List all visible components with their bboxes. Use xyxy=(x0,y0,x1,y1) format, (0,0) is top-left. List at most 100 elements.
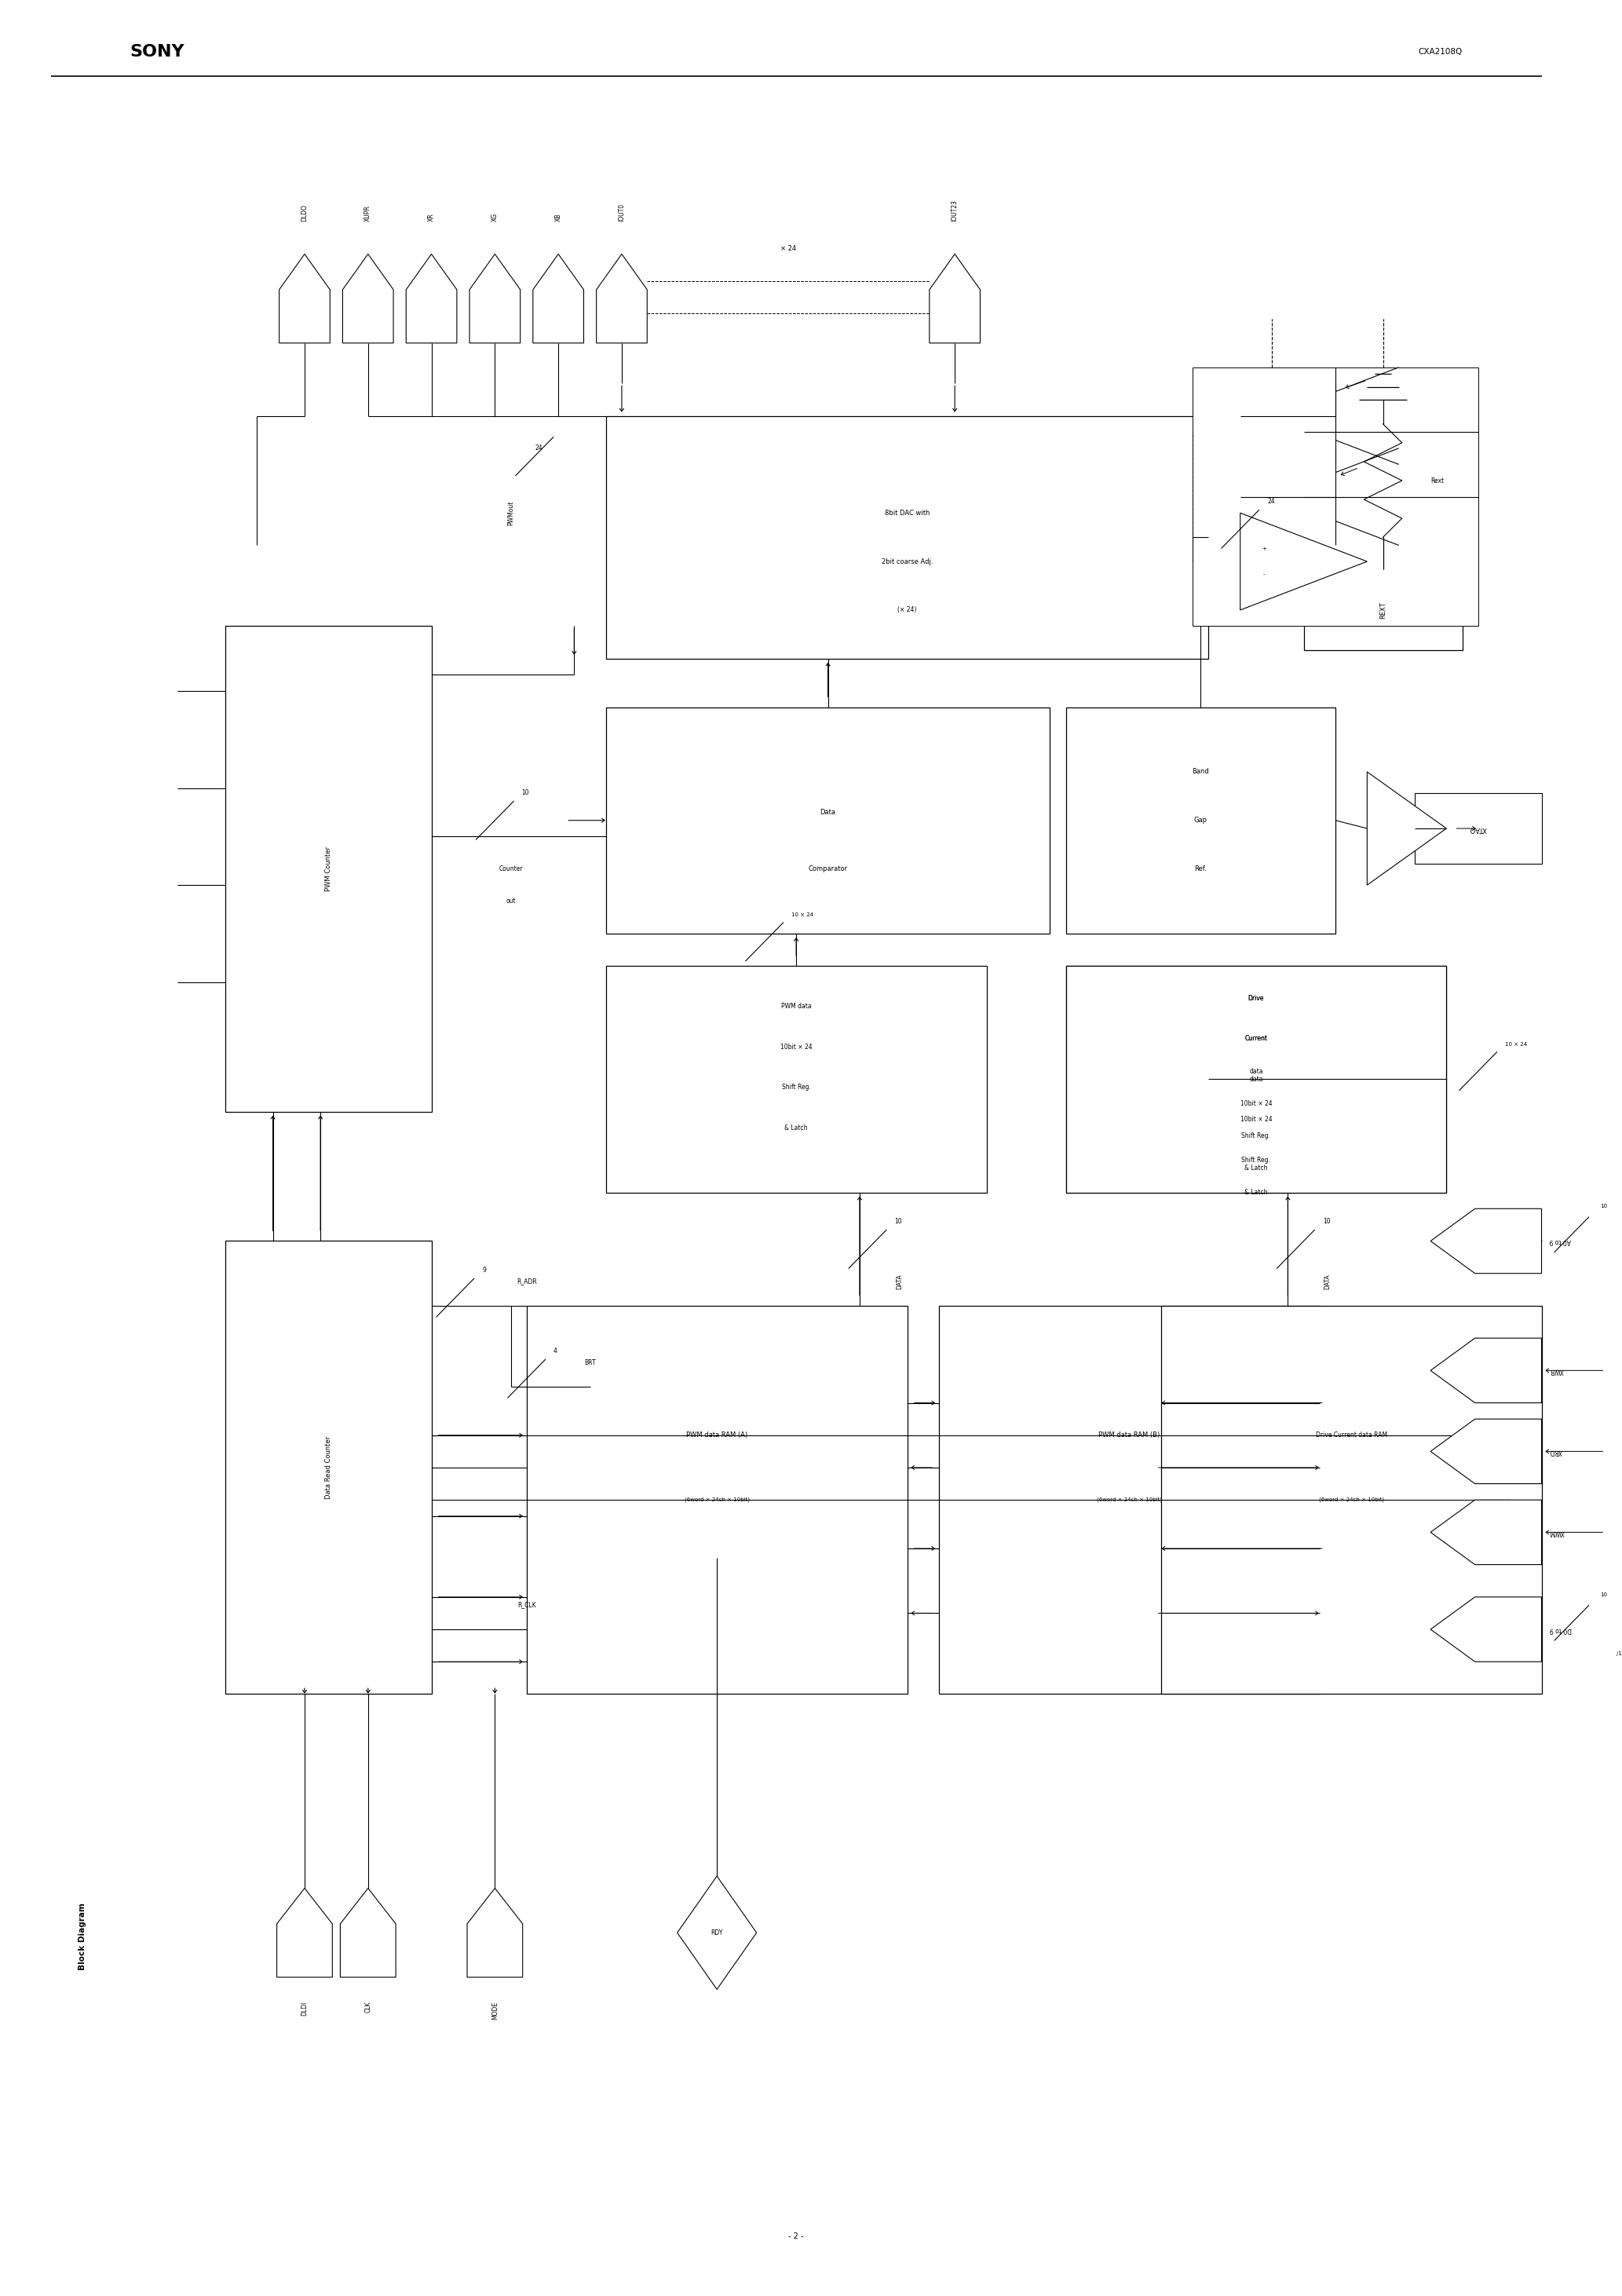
Text: 10: 10 xyxy=(522,790,529,797)
Polygon shape xyxy=(1241,512,1367,611)
Text: DLDI: DLDI xyxy=(302,2002,308,2016)
Bar xyxy=(1192,367,1478,627)
Polygon shape xyxy=(534,255,584,342)
Polygon shape xyxy=(678,1876,756,1988)
Polygon shape xyxy=(342,255,394,342)
Polygon shape xyxy=(1431,1339,1541,1403)
Text: 10bit × 24: 10bit × 24 xyxy=(1241,1116,1272,1123)
Text: PWM data RAM (B): PWM data RAM (B) xyxy=(1098,1433,1160,1440)
Text: out: out xyxy=(506,898,516,905)
Text: R_ADR: R_ADR xyxy=(516,1279,537,1286)
Bar xyxy=(939,1306,1320,1694)
Text: XB: XB xyxy=(555,214,561,223)
Text: 10bit × 24: 10bit × 24 xyxy=(780,1042,813,1049)
Text: BRT: BRT xyxy=(584,1359,595,1366)
Text: × 24: × 24 xyxy=(780,246,796,253)
Text: Rext: Rext xyxy=(1431,478,1444,484)
Text: SONY: SONY xyxy=(130,44,185,60)
Bar xyxy=(1066,967,1447,1192)
Text: R_CLK: R_CLK xyxy=(517,1603,535,1609)
Text: (× 24): (× 24) xyxy=(897,606,916,613)
Text: data: data xyxy=(1249,1068,1264,1075)
Text: IOUT23: IOUT23 xyxy=(950,200,959,223)
Text: D0 to 9: D0 to 9 xyxy=(1549,1626,1572,1632)
Bar xyxy=(1066,967,1447,1192)
Text: XWM: XWM xyxy=(1549,1529,1565,1536)
Text: DATA: DATA xyxy=(895,1274,903,1288)
Bar xyxy=(607,707,1049,934)
Text: 24: 24 xyxy=(1267,498,1275,505)
Bar xyxy=(225,1242,431,1694)
Text: Data: Data xyxy=(821,808,835,815)
Text: DATA: DATA xyxy=(1324,1274,1332,1288)
Text: Band: Band xyxy=(1192,769,1208,776)
Text: CLK: CLK xyxy=(365,2002,371,2014)
Text: PWM Counter: PWM Counter xyxy=(324,847,333,891)
Text: (6word × 24ch × 10bit): (6word × 24ch × 10bit) xyxy=(1096,1497,1161,1502)
Text: PWM data RAM (A): PWM data RAM (A) xyxy=(686,1433,748,1440)
Text: - 2 -: - 2 - xyxy=(788,2232,805,2241)
Polygon shape xyxy=(1431,1208,1541,1274)
Polygon shape xyxy=(279,255,329,342)
Text: (6word × 24ch × 10bit): (6word × 24ch × 10bit) xyxy=(684,1497,749,1502)
Polygon shape xyxy=(1431,1499,1541,1564)
Text: Ref.: Ref. xyxy=(1194,866,1207,872)
Bar xyxy=(1161,1306,1541,1694)
Text: Drive: Drive xyxy=(1247,994,1264,1001)
Text: A0 to 9: A0 to 9 xyxy=(1549,1238,1572,1244)
Bar xyxy=(607,967,986,1192)
Bar xyxy=(1304,569,1463,650)
Text: 24: 24 xyxy=(535,445,542,452)
Text: XR: XR xyxy=(428,214,435,223)
Text: & Latch: & Latch xyxy=(1244,1189,1268,1196)
Bar xyxy=(607,416,1208,659)
Text: & Latch: & Latch xyxy=(785,1125,808,1132)
Polygon shape xyxy=(1431,1598,1541,1662)
Polygon shape xyxy=(469,255,521,342)
Text: Block Diagram: Block Diagram xyxy=(78,1903,86,1970)
Text: data: data xyxy=(1249,1077,1264,1084)
Text: PWMout: PWMout xyxy=(508,501,514,526)
Text: Drive Current data RAM: Drive Current data RAM xyxy=(1315,1433,1387,1440)
Text: XUPR: XUPR xyxy=(365,204,371,223)
Text: PWM data: PWM data xyxy=(782,1003,811,1010)
Text: 10 × 24: 10 × 24 xyxy=(1505,1042,1528,1047)
Text: 8bit DAC with: 8bit DAC with xyxy=(884,510,929,517)
Text: 4: 4 xyxy=(553,1348,558,1355)
Text: Drive: Drive xyxy=(1247,994,1264,1001)
Polygon shape xyxy=(277,1887,333,1977)
Text: Current: Current xyxy=(1244,1035,1267,1042)
Text: 10bit × 24: 10bit × 24 xyxy=(1241,1100,1272,1107)
Text: Gap: Gap xyxy=(1194,817,1207,824)
Text: 10: 10 xyxy=(894,1217,902,1224)
Bar xyxy=(1414,792,1541,863)
Bar xyxy=(527,1306,907,1694)
Text: 10: 10 xyxy=(1322,1217,1330,1224)
Text: (6word × 24ch × 10bit): (6word × 24ch × 10bit) xyxy=(1319,1497,1384,1502)
Polygon shape xyxy=(467,1887,522,1977)
Text: Counter: Counter xyxy=(498,866,522,872)
Text: +: + xyxy=(1262,546,1267,551)
Text: & Latch: & Latch xyxy=(1244,1164,1268,1171)
Polygon shape xyxy=(406,255,457,342)
Polygon shape xyxy=(929,255,980,342)
Text: Shift Reg.: Shift Reg. xyxy=(782,1084,811,1091)
Text: Comparator: Comparator xyxy=(808,866,848,872)
Text: REXT: REXT xyxy=(1379,602,1387,618)
Polygon shape xyxy=(1367,771,1447,884)
Text: 10: 10 xyxy=(1601,1593,1607,1598)
Text: /10: /10 xyxy=(1617,1651,1622,1655)
Text: Data Read Counter: Data Read Counter xyxy=(324,1435,333,1499)
Text: Shift Reg.: Shift Reg. xyxy=(1241,1132,1270,1139)
Text: XG: XG xyxy=(491,214,498,223)
Text: CXA2108Q: CXA2108Q xyxy=(1418,48,1463,55)
Text: RDY: RDY xyxy=(710,1929,723,1936)
Text: 9: 9 xyxy=(482,1267,487,1274)
Text: MODE: MODE xyxy=(491,2002,498,2020)
Text: Current: Current xyxy=(1244,1035,1267,1042)
Bar xyxy=(1066,707,1335,934)
Text: DLDO: DLDO xyxy=(302,204,308,223)
Polygon shape xyxy=(1431,1419,1541,1483)
Text: Shift Reg.: Shift Reg. xyxy=(1241,1157,1270,1164)
Polygon shape xyxy=(597,255,647,342)
